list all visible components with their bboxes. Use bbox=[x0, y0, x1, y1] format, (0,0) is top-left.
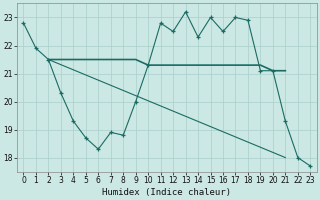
X-axis label: Humidex (Indice chaleur): Humidex (Indice chaleur) bbox=[102, 188, 231, 197]
